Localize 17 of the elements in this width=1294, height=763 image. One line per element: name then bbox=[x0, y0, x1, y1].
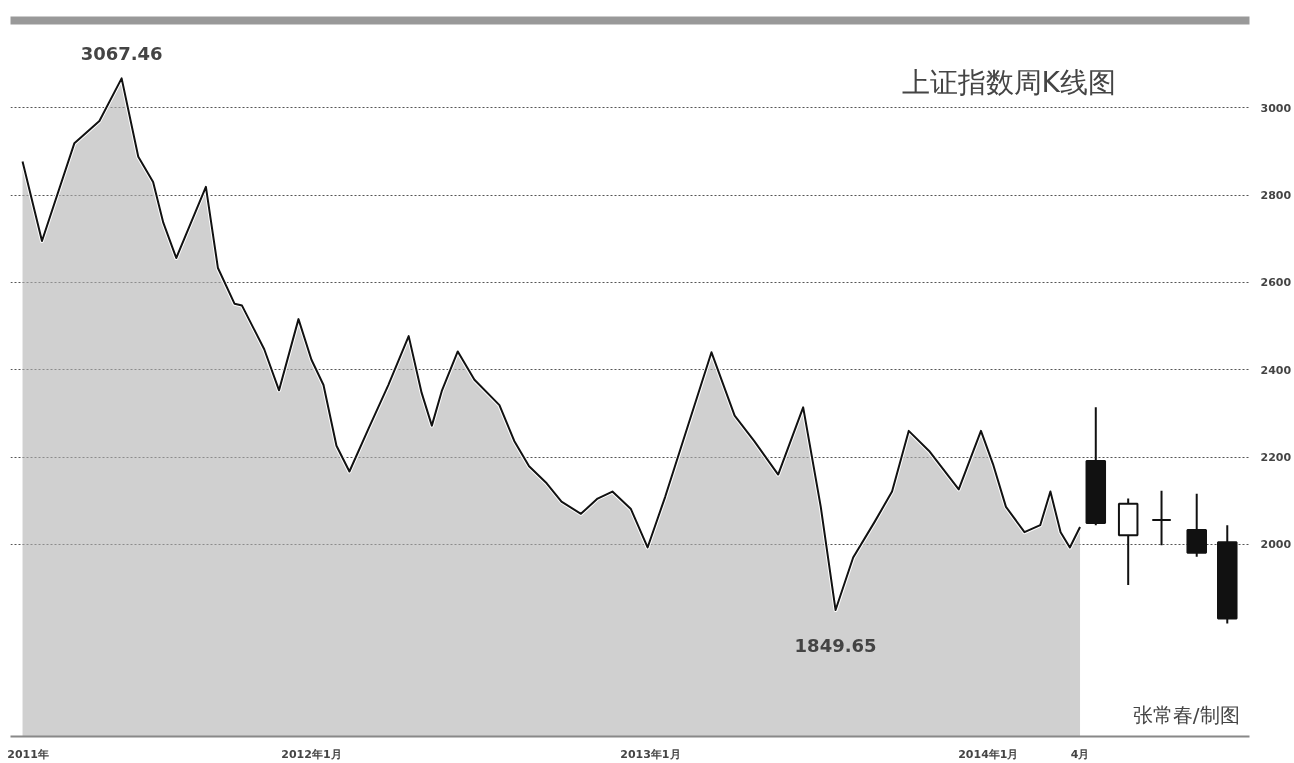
text: 上证指数周K线图 bbox=[901, 66, 1116, 100]
y-tick-label: 3000 bbox=[1260, 101, 1292, 115]
annotation: 3067.46 bbox=[80, 43, 163, 65]
candlestick bbox=[1151, 489, 1172, 547]
x-tick-label: 4月 bbox=[1070, 747, 1090, 761]
y-tick-label: 2200 bbox=[1260, 451, 1292, 465]
annotation: 张常春/制图 bbox=[1132, 702, 1240, 727]
annotation: 1849.65 bbox=[794, 635, 877, 657]
x-tick-label: 2014年1月 bbox=[958, 747, 1019, 761]
y-tick-label: 2400 bbox=[1260, 363, 1292, 377]
candlestick bbox=[1186, 492, 1207, 558]
y-tick-label: 2600 bbox=[1260, 276, 1292, 290]
y-tick-label: 2800 bbox=[1260, 189, 1292, 203]
x-tick-label: 2012年1月 bbox=[281, 747, 342, 761]
y-tick-label: 2000 bbox=[1260, 538, 1292, 552]
x-tick-label: 2013年1月 bbox=[620, 747, 681, 761]
x-tick-label: 2011年 bbox=[7, 747, 49, 761]
